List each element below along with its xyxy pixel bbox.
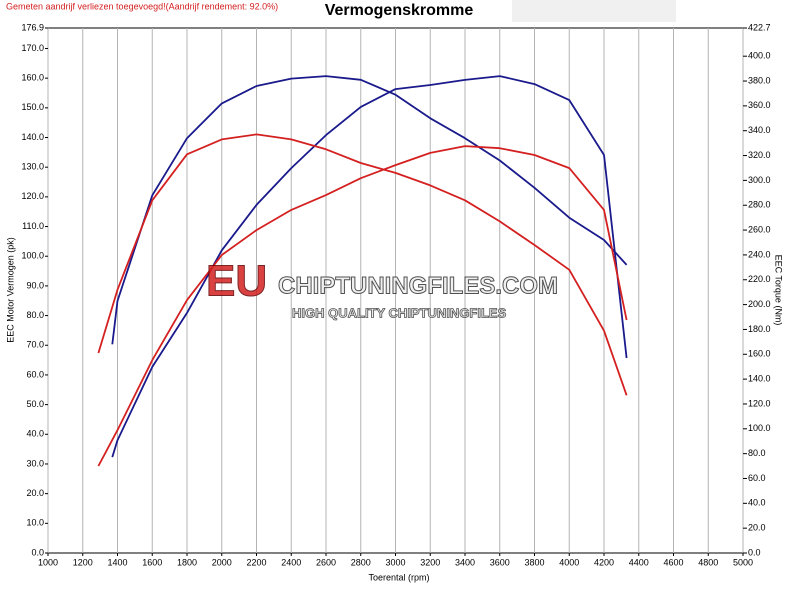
y2-tick-label: 260.0 (748, 224, 771, 234)
x-tick-label: 3200 (420, 557, 440, 567)
x-tick-label: 2000 (212, 557, 232, 567)
y-tick-label: 20.0 (26, 488, 44, 498)
header-box (512, 0, 676, 22)
x-tick-label: 1800 (177, 557, 197, 567)
x-tick-label: 2800 (351, 557, 371, 567)
y-tick-label: 130.0 (21, 162, 44, 172)
y2-tick-label: 0.0 (748, 547, 761, 557)
watermark-site: CHIPTUNINGFILES.COM (278, 272, 558, 299)
y-tick-label: 100.0 (21, 251, 44, 261)
y-tick-label: 70.0 (26, 340, 44, 350)
watermark-logo: EU (206, 257, 267, 306)
x-tick-label: 4200 (594, 557, 614, 567)
x-tick-label: 4000 (559, 557, 579, 567)
y-tick-label: 120.0 (21, 191, 44, 201)
x-tick-label: 4600 (663, 557, 683, 567)
y-tick-label: 150.0 (21, 102, 44, 112)
y2-tick-label: 240.0 (748, 249, 771, 259)
x-tick-label: 1600 (142, 557, 162, 567)
y-axis-label: EEC Motor Vermogen (pk) (5, 237, 15, 343)
x-axis-label: Toerental (rpm) (368, 572, 429, 582)
y-tick-label: 90.0 (26, 280, 44, 290)
x-tick-label: 3600 (490, 557, 510, 567)
x-tick-label: 1400 (107, 557, 127, 567)
y-tick-label: 10.0 (26, 518, 44, 528)
x-tick-label: 4800 (698, 557, 718, 567)
y2-axis-label: EEC Torque (Nm) (774, 255, 784, 326)
y2-tick-label: 40.0 (748, 498, 766, 508)
y2-tick-label: 20.0 (748, 523, 766, 533)
x-tick-label: 3800 (524, 557, 544, 567)
y2-tick-label: 320.0 (748, 150, 771, 160)
y2-tick-label: 60.0 (748, 473, 766, 483)
y2-tick-label: 80.0 (748, 448, 766, 458)
y-tick-label: 140.0 (21, 132, 44, 142)
x-tick-label: 5000 (733, 557, 753, 567)
y2-tick-label: 120.0 (748, 398, 771, 408)
y2-tick-label: 340.0 (748, 125, 771, 135)
y-tick-label: 160.0 (21, 73, 44, 83)
note: Gemeten aandrijf verliezen toegevoegd!(A… (6, 1, 278, 11)
y2-tick-label: 400.0 (748, 51, 771, 61)
x-tick-label: 1000 (38, 557, 58, 567)
x-tick-label: 2400 (281, 557, 301, 567)
y-tick-label: 80.0 (26, 310, 44, 320)
y2-tick-label: 422.7 (748, 22, 771, 32)
y-tick-label: 0.0 (31, 547, 44, 557)
y2-tick-label: 200.0 (748, 299, 771, 309)
watermark-tagline: HIGH QUALITY CHIPTUNINGFILES (292, 305, 507, 320)
y2-tick-label: 300.0 (748, 175, 771, 185)
x-tick-label: 4400 (629, 557, 649, 567)
x-tick-label: 2200 (246, 557, 266, 567)
y-tick-label: 176.9 (21, 22, 44, 32)
x-tick-label: 3400 (455, 557, 475, 567)
y-tick-label: 60.0 (26, 369, 44, 379)
series-line (97, 145, 628, 467)
y2-tick-label: 100.0 (748, 423, 771, 433)
x-tick-label: 1200 (73, 557, 93, 567)
y2-tick-label: 380.0 (748, 75, 771, 85)
watermark: EU CHIPTUNINGFILES.COM HIGH QUALITY CHIP… (206, 256, 559, 321)
y2-tick-label: 180.0 (748, 324, 771, 334)
y-tick-label: 170.0 (21, 43, 44, 53)
y2-tick-label: 220.0 (748, 274, 771, 284)
series-line (111, 75, 628, 345)
y-tick-label: 50.0 (26, 399, 44, 409)
series-line (111, 75, 628, 458)
y-tick-label: 40.0 (26, 429, 44, 439)
y2-tick-label: 160.0 (748, 349, 771, 359)
y-tick-label: 110.0 (22, 221, 44, 231)
x-tick-label: 2600 (316, 557, 336, 567)
y2-tick-label: 360.0 (748, 100, 771, 110)
series-line (97, 133, 628, 396)
y2-tick-label: 280.0 (748, 200, 771, 210)
y2-tick-label: 140.0 (748, 373, 771, 383)
y-tick-label: 30.0 (26, 458, 44, 468)
x-tick-label: 3000 (385, 557, 405, 567)
chart-title: Vermogenskromme (325, 2, 474, 19)
